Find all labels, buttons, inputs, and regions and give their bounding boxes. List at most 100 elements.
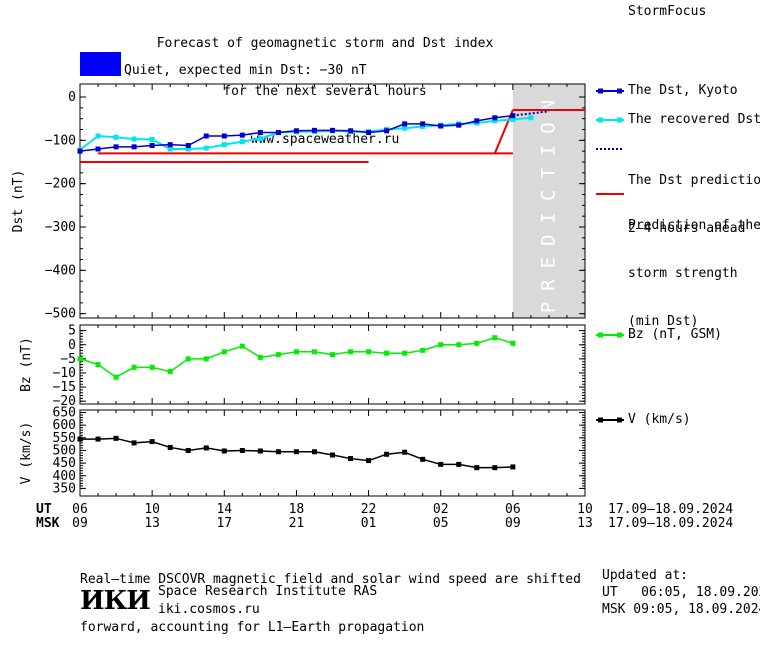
y-tick-label: 350: [53, 481, 76, 496]
status-indicator: [80, 52, 121, 76]
legend-dst-kyoto-swatch-marker: [598, 88, 603, 94]
bz-point: [492, 335, 498, 341]
dst-recovered-point: [510, 117, 516, 123]
msk-tick-label: 01: [361, 516, 377, 531]
y-tick-label: 500: [53, 443, 76, 458]
v-point: [366, 458, 372, 464]
dst-recovered-line: [79, 116, 531, 151]
status-text: Quiet, expected min Dst: −30 nT: [124, 63, 367, 78]
dst-recovered-point: [257, 136, 263, 142]
v-point: [474, 465, 480, 471]
ut-tick-label: 22: [361, 502, 377, 517]
y-tick-label: 5: [68, 324, 76, 339]
bz-point: [384, 350, 390, 356]
dst-kyoto-point: [239, 132, 245, 138]
legend-dst-kyoto-label: The Dst, Kyoto: [628, 83, 738, 98]
iki-logo: ИКИ: [80, 586, 151, 616]
dst-recovered-point: [203, 145, 209, 151]
v-point: [384, 451, 390, 457]
dst-kyoto-point: [311, 127, 317, 133]
y-tick-label: 600: [53, 418, 76, 433]
y-tick-label: −400: [45, 263, 76, 278]
y-tick-label: 450: [53, 456, 76, 471]
dst-kyoto-point: [185, 143, 191, 149]
bz-point: [366, 349, 372, 355]
msk-tick-label: 17: [216, 516, 232, 531]
bz-point: [77, 356, 83, 362]
bz-point: [203, 356, 209, 362]
y-tick-label: −100: [45, 133, 76, 148]
legend-v-swatch-marker: [617, 417, 622, 423]
legend-v-swatch-marker: [598, 417, 603, 423]
bz-point: [185, 356, 191, 362]
dst-kyoto-point: [167, 142, 173, 148]
bz-point: [149, 364, 155, 370]
dst-recovered-point: [239, 139, 245, 145]
bz-point: [113, 374, 119, 380]
dst-kyoto-point: [293, 128, 299, 134]
ut-tick-label: 10: [144, 502, 160, 517]
y-tick-label: −15: [53, 380, 76, 395]
y-tick-label: 400: [53, 469, 76, 484]
dst-recovered-point: [185, 146, 191, 152]
storm-prediction-line: [493, 109, 514, 154]
institute-link[interactable]: iki.cosmos.ru: [158, 602, 260, 617]
y-tick-label: 0: [68, 338, 76, 353]
dst-kyoto-point: [330, 127, 335, 133]
msk-axis-label: MSK: [36, 516, 60, 531]
msk-tick-label: 13: [144, 516, 160, 531]
dst-recovered-point: [492, 118, 498, 124]
legend-dst-kyoto-swatch-marker: [617, 88, 622, 94]
dst-recovered-point: [420, 123, 426, 129]
chart-title: Forecast of geomagnetic storm and Dst in…: [60, 4, 590, 164]
title-line-1: Forecast of geomagnetic storm and Dst in…: [156, 36, 494, 51]
legend-dst-recovered-swatch-marker: [617, 117, 622, 123]
bz-point: [474, 340, 480, 346]
v-point: [275, 449, 281, 455]
dst-kyoto-point: [77, 148, 83, 154]
panel-frame-2: [79, 324, 586, 405]
ut-tick-label: 06: [72, 502, 88, 517]
prediction-band-label: PREDICTION: [537, 89, 559, 313]
v-point: [402, 449, 408, 455]
dst-kyoto-point: [275, 130, 281, 136]
legend-v-label: V (km/s): [628, 412, 691, 427]
bz-point: [438, 342, 444, 348]
msk-tick-label: 05: [433, 516, 449, 531]
dst-recovered-point: [528, 115, 534, 121]
v-point: [113, 435, 119, 441]
legend-bz-label: Bz (nT, GSM): [628, 327, 722, 342]
dst-kyoto-point: [438, 123, 444, 129]
ut-tick-label: 18: [289, 502, 305, 517]
v-point: [203, 445, 209, 451]
title-line-2: for the next several hours: [223, 84, 427, 99]
bz-point: [311, 349, 317, 355]
bz-point: [221, 349, 227, 355]
bz-line: [79, 336, 514, 379]
dst-kyoto-point: [131, 144, 137, 150]
bz-point: [95, 362, 101, 367]
y-axis-label: Dst (nT): [11, 170, 26, 233]
bz-point: [131, 364, 137, 370]
v-point: [257, 448, 263, 454]
msk-tick-label: 09: [72, 516, 88, 531]
y-axis-label: V (km/s): [19, 422, 34, 485]
y-tick-label: −5: [60, 352, 76, 367]
ut-tick-label: 10: [577, 502, 593, 517]
bz-point: [257, 354, 263, 360]
y-tick-label: 550: [53, 431, 76, 446]
legend-bz-swatch-marker: [598, 332, 603, 338]
v-point: [77, 436, 83, 442]
ut-axis-label: UT: [36, 502, 52, 517]
y-tick-label: 0: [68, 90, 76, 105]
dst-kyoto-point: [492, 115, 498, 121]
dst-recovered-point: [221, 142, 227, 148]
v-point: [167, 444, 173, 450]
bz-point: [510, 340, 516, 346]
dst-kyoto-point: [456, 122, 462, 128]
dst-kyoto-point: [257, 130, 263, 136]
updated-msk: MSK 09:05, 18.09.2024: [602, 602, 760, 617]
legend-bz-swatch-marker: [617, 332, 622, 338]
msk-tick-label: 13: [577, 516, 593, 531]
bz-point: [348, 349, 354, 355]
